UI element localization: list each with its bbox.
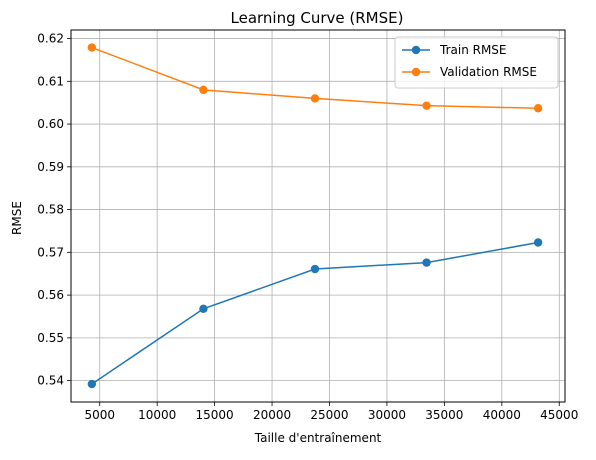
x-tick-label: 10000 [138,408,176,422]
y-tick-label: 0.58 [37,203,64,217]
data-point-train-rmse [199,304,208,313]
y-axis: 0.54 0.55 0.56 0.57 0.58 0.59 0.60 0.61 0.62 [37,32,71,388]
series-layer [87,43,543,389]
x-tick-label: 20000 [253,408,291,422]
x-axis: 5000 10000 15000 20000 25000 30000 35000 40000 4… [84,402,578,422]
x-tick-label: 25000 [310,408,348,422]
legend-label-validation: Validation RMSE [440,65,537,79]
plot-area-frame [70,29,566,403]
x-tick-label: 45000 [540,408,578,422]
grid [71,30,565,402]
data-point-validation-rmse [87,43,97,52]
data-point-train-rmse [422,258,431,267]
y-tick-label: 0.60 [37,117,64,131]
y-tick-label: 0.57 [37,245,64,259]
y-tick-label: 0.56 [37,288,64,302]
x-tick-label: 15000 [196,408,234,422]
legend-marker-train [411,45,421,55]
y-axis-label: RMSE [10,201,24,235]
legend-box [394,36,559,89]
y-tick-label: 0.62 [37,32,64,46]
data-point-train-rmse [533,238,543,247]
y-tick-label: 0.54 [37,374,64,388]
x-tick-label: 35000 [425,408,463,422]
y-tick-label: 0.55 [37,331,64,345]
x-tick-label: 5000 [84,408,115,422]
data-point-validation-rmse [422,101,431,110]
legend-label-train: Train RMSE [439,43,507,57]
data-point-validation-rmse [533,104,543,113]
x-tick-label: 40000 [483,408,521,422]
x-axis-label: Taille d'entraînement [254,431,382,445]
x-tick-label: 30000 [368,408,406,422]
legend-marker-validation [411,67,421,77]
data-point-validation-rmse [199,85,208,95]
data-point-train-rmse [87,379,97,389]
legend: Train RMSE Validation RMSE [394,36,559,89]
data-point-train-rmse [310,264,320,274]
y-tick-label: 0.59 [37,160,64,174]
chart-title: Learning Curve (RMSE) [231,9,404,27]
y-tick-label: 0.61 [37,74,64,88]
data-point-validation-rmse [310,94,320,103]
